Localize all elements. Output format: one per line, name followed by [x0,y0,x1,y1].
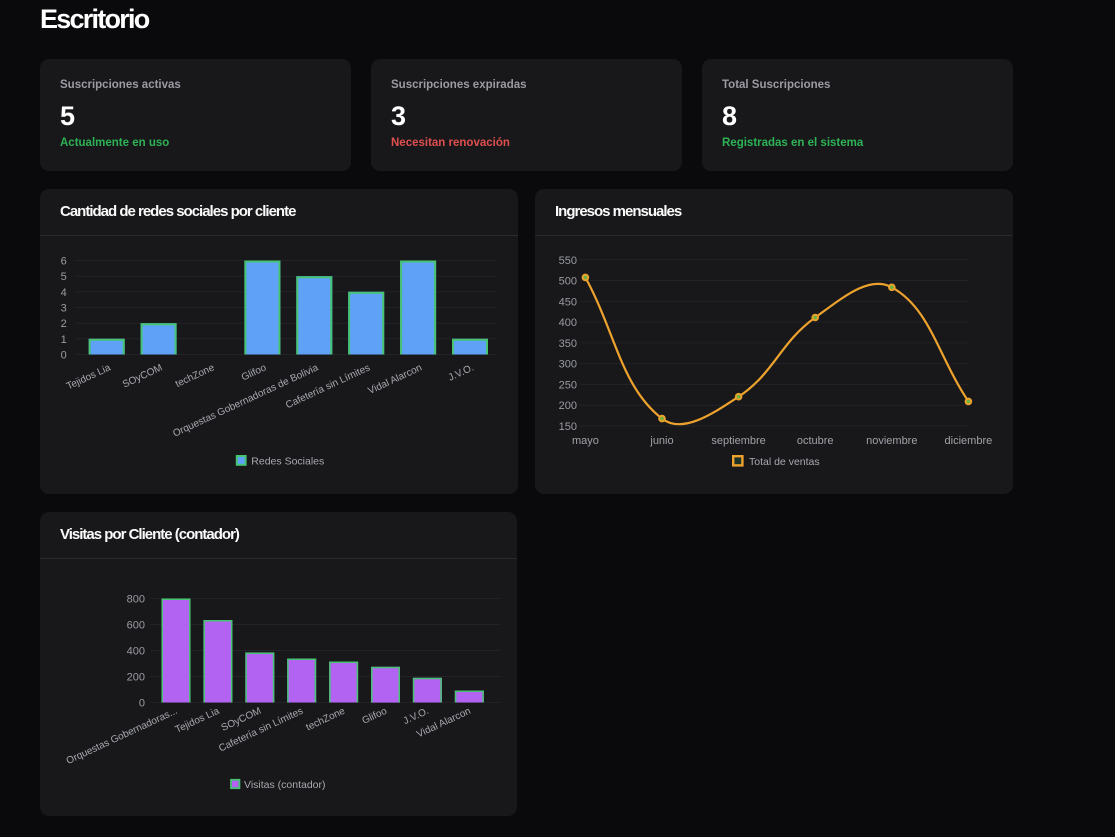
svg-text:0: 0 [139,698,145,710]
svg-text:techZone: techZone [174,362,217,390]
svg-text:SOyCOM: SOyCOM [121,362,164,390]
svg-text:450: 450 [559,296,577,308]
svg-text:J.V.O.: J.V.O. [402,706,431,727]
svg-text:Glifoo: Glifoo [240,362,269,383]
svg-text:techZone: techZone [304,706,347,734]
svg-text:Redes Sociales: Redes Sociales [251,456,324,468]
svg-text:mayo: mayo [572,435,599,447]
svg-text:150: 150 [559,421,577,433]
svg-text:1: 1 [61,334,67,346]
svg-text:3: 3 [61,303,67,315]
svg-text:2: 2 [61,318,67,330]
svg-text:800: 800 [127,594,145,606]
svg-text:550: 550 [559,255,577,267]
svg-text:5: 5 [61,271,67,283]
svg-text:400: 400 [127,646,145,658]
svg-text:250: 250 [559,379,577,391]
svg-text:Orquestas Gobernadoras...: Orquestas Gobernadoras... [65,706,179,767]
svg-text:J.V.O.: J.V.O. [447,362,476,383]
svg-text:Tejidos Lia: Tejidos Lia [65,362,113,392]
svg-text:Visitas (contador): Visitas (contador) [244,779,326,791]
svg-text:diciembre: diciembre [945,435,993,447]
svg-text:600: 600 [127,620,145,632]
svg-text:4: 4 [61,287,67,299]
svg-text:Vidal Alarcon: Vidal Alarcon [366,362,423,397]
svg-text:junio: junio [649,435,673,447]
svg-text:octubre: octubre [797,435,834,447]
svg-text:Tejidos Lia: Tejidos Lia [174,706,222,736]
svg-text:350: 350 [559,338,577,350]
svg-text:noviembre: noviembre [866,435,917,447]
svg-text:400: 400 [559,317,577,329]
svg-text:0: 0 [61,350,67,362]
svg-text:Cafetería sin Límites: Cafetería sin Límites [284,362,372,411]
svg-text:6: 6 [61,256,67,268]
svg-text:300: 300 [559,359,577,371]
svg-text:Glifoo: Glifoo [360,706,389,727]
svg-text:Total de ventas: Total de ventas [749,456,820,468]
svg-text:septiembre: septiembre [711,435,765,447]
svg-text:200: 200 [127,672,145,684]
svg-text:500: 500 [559,276,577,288]
svg-text:200: 200 [559,400,577,412]
